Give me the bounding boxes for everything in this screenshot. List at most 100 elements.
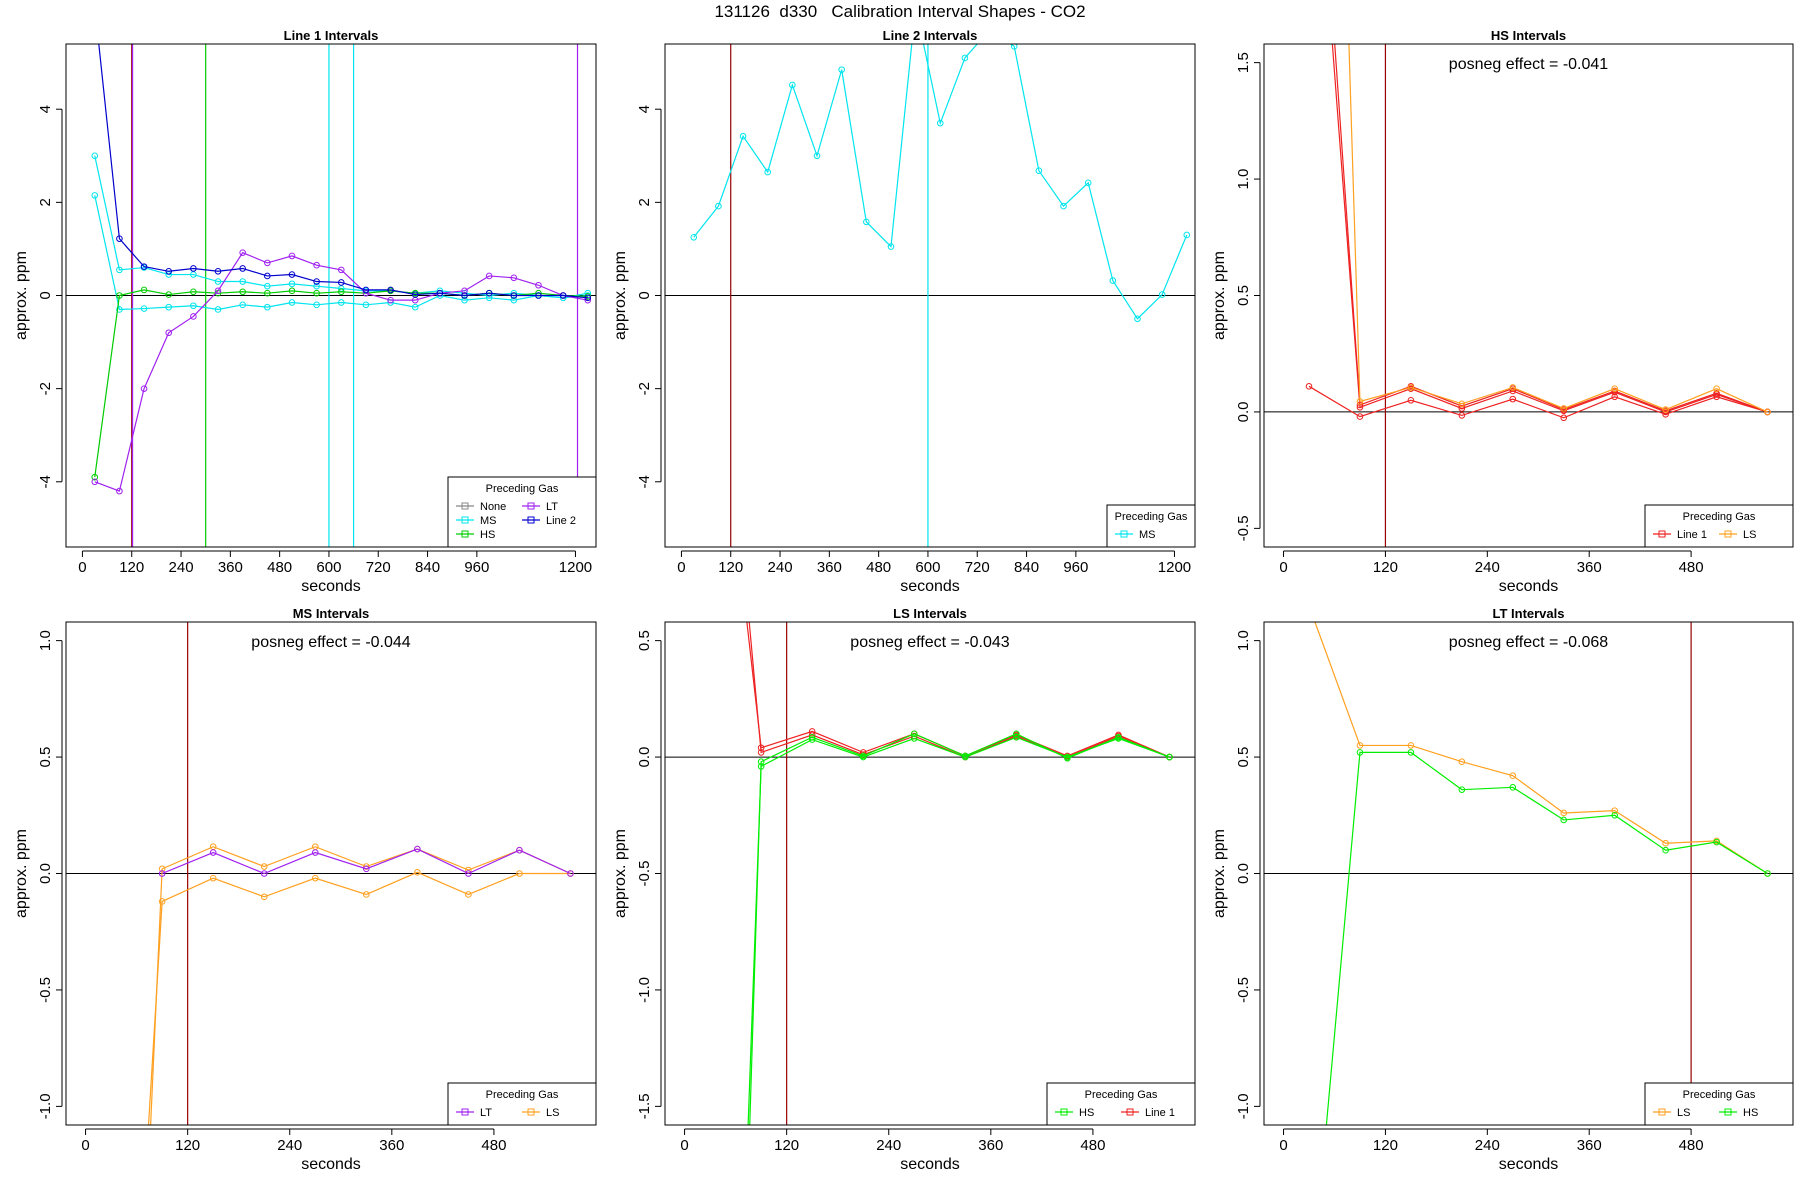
x-tick-label: 240 — [876, 1137, 901, 1154]
legend-title: Preceding Gas — [1085, 1089, 1158, 1101]
series-line — [1348, 44, 1768, 413]
data-point — [961, 54, 969, 62]
x-tick-label: 120 — [1373, 559, 1398, 576]
y-tick-label: 0.5 — [37, 747, 54, 768]
data-point — [789, 81, 796, 89]
data-point — [91, 192, 99, 199]
data-point — [411, 291, 419, 298]
data-point — [535, 292, 542, 299]
data-point — [190, 288, 197, 296]
data-point — [260, 870, 268, 877]
y-tick-label: -1.0 — [37, 1093, 54, 1119]
x-tick-label: 0 — [78, 559, 86, 576]
y-tick-label: 4 — [636, 105, 653, 113]
data-point — [1560, 816, 1568, 824]
data-point — [190, 313, 197, 320]
x-tick-label: 600 — [915, 559, 940, 576]
legend-entry-label: None — [480, 501, 506, 513]
x-tick-label: 120 — [119, 559, 144, 576]
series-line — [150, 846, 571, 1125]
data-point — [461, 287, 468, 295]
y-tick-label: 0.0 — [37, 863, 54, 884]
y-axis-label: approx. ppm — [13, 829, 30, 918]
data-point — [1115, 735, 1122, 742]
x-tick-label: 1200 — [559, 559, 592, 576]
legend-entry-label: LS — [546, 1107, 559, 1119]
y-axis-label: approx. ppm — [612, 829, 629, 918]
data-point — [1310, 615, 1316, 621]
data-point — [1458, 758, 1466, 766]
data-point — [887, 243, 895, 250]
y-tick-label: 0 — [636, 291, 653, 299]
x-tick-label: 240 — [768, 559, 793, 576]
legend-entry-label: Line 1 — [1677, 529, 1707, 541]
x-axis-label: seconds — [900, 578, 960, 595]
legend-box — [1046, 1082, 1196, 1126]
series-line — [147, 871, 571, 1125]
plot-area — [66, 622, 596, 1125]
data-point — [165, 291, 173, 298]
x-tick-label: 120 — [718, 559, 743, 576]
plot-area — [665, 44, 1195, 547]
data-point — [510, 296, 518, 304]
data-point — [214, 267, 222, 275]
data-point — [757, 763, 765, 770]
data-point — [116, 266, 123, 274]
legend-swatch-marker — [1126, 1108, 1134, 1116]
series-line — [749, 733, 1170, 1125]
legend-swatch-marker — [1120, 530, 1128, 538]
legend-box — [1644, 504, 1794, 548]
x-tick-label: 600 — [316, 559, 341, 576]
x-tick-label: 0 — [81, 1137, 89, 1154]
series-line — [748, 622, 1170, 758]
data-point — [140, 263, 148, 270]
data-point — [288, 287, 296, 295]
y-tick-label: 0.5 — [1235, 747, 1252, 768]
data-point — [1035, 167, 1043, 174]
data-point — [1356, 401, 1364, 409]
data-point — [116, 292, 123, 299]
data-point — [158, 898, 166, 905]
data-point — [214, 287, 222, 295]
y-tick-label: -4 — [37, 475, 54, 488]
data-point — [1764, 408, 1771, 416]
legend-entry-label: LS — [1677, 1107, 1690, 1119]
data-point — [288, 271, 296, 278]
data-point — [313, 289, 320, 297]
legend-swatch-marker — [1658, 1108, 1666, 1116]
y-tick-label: -0.5 — [636, 861, 653, 887]
data-point — [465, 866, 472, 874]
legend-swatch-marker — [461, 1108, 469, 1116]
series-line — [161, 848, 571, 875]
y-tick-label: 0.0 — [636, 747, 653, 768]
data-point — [1356, 398, 1364, 405]
data-point — [1407, 742, 1415, 749]
data-point — [1509, 772, 1517, 779]
series-line — [1334, 44, 1768, 413]
y-axis-label: approx. ppm — [1211, 829, 1228, 918]
data-point — [140, 305, 148, 312]
series-line — [1314, 622, 1768, 875]
posneg-annotation: posneg effect = -0.043 — [850, 634, 1009, 651]
plot-area — [665, 622, 1195, 1125]
data-point — [116, 306, 123, 313]
panel-title: Line 1 Intervals — [284, 28, 379, 43]
page-title: 131126 d330 Calibration Interval Shapes … — [714, 2, 1086, 21]
legend-entry-label: Line 2 — [546, 515, 576, 527]
data-point — [264, 289, 271, 297]
y-axis-label: approx. ppm — [13, 251, 30, 340]
series-line — [1325, 751, 1768, 1125]
data-point — [337, 266, 345, 274]
series-line — [98, 44, 588, 299]
legend-swatch-marker — [1724, 530, 1732, 538]
data-point — [414, 845, 421, 853]
data-point — [1084, 179, 1092, 187]
y-tick-label: 2 — [636, 198, 653, 206]
x-tick-label: 480 — [1679, 1137, 1704, 1154]
legend: Preceding Gas LT LS — [447, 1082, 597, 1126]
legend-title: Preceding Gas — [1683, 511, 1756, 523]
data-point — [1356, 413, 1364, 420]
data-point — [808, 736, 816, 743]
panel-title: LT Intervals — [1492, 606, 1564, 621]
